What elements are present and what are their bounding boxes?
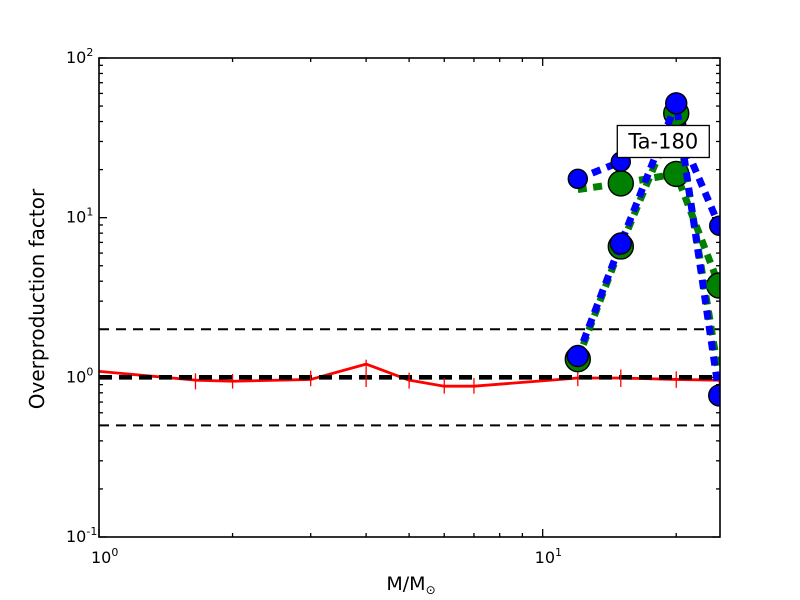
x-tick-label: 100 xyxy=(91,546,118,567)
series-massive-models-green-lower-marker xyxy=(607,170,635,197)
annotation-box xyxy=(616,124,710,159)
reference-lines xyxy=(99,328,720,427)
x-tick-label: 101 xyxy=(535,546,562,567)
series-massive-models-blue-upper-marker xyxy=(609,232,633,255)
series-massive-models-blue-upper-marker xyxy=(665,92,688,115)
axes-frame xyxy=(98,57,721,538)
ta-180-annotation: Ta-180 xyxy=(616,124,710,159)
y-tick-label: 102 xyxy=(66,46,93,67)
y-axis-label: Overproduction factor xyxy=(25,188,49,409)
y-tick-label: 100 xyxy=(66,365,93,386)
series-massive-models-green-lower xyxy=(577,160,720,299)
y-tick-label: 10-1 xyxy=(66,525,97,546)
series-massive-models-blue-upper-line xyxy=(574,99,720,396)
series-massive-models-green-lower-line xyxy=(577,170,720,287)
x-axis-label: M/M⊙ xyxy=(386,573,435,597)
series-massive-models-blue-upper-marker xyxy=(566,344,590,368)
annotation-text: Ta-180 xyxy=(627,129,698,153)
y-tick-label: 101 xyxy=(66,206,93,227)
series-massive-models-blue-lower-marker xyxy=(567,168,589,190)
